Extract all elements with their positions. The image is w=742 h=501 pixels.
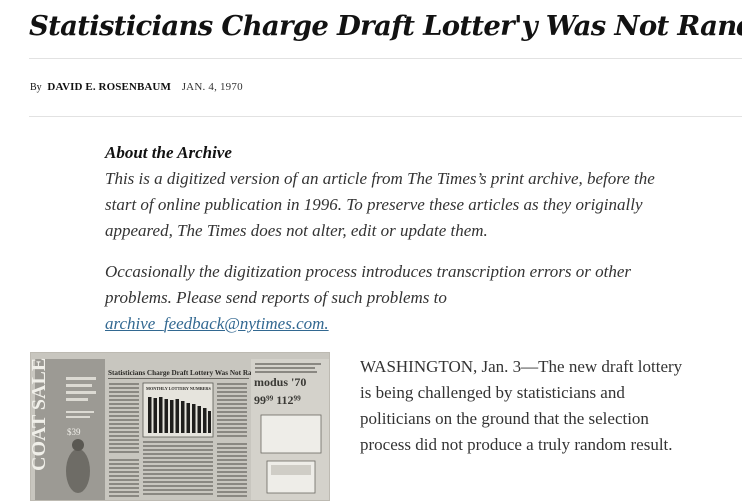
- byline-prefix: By: [30, 82, 42, 93]
- archive-feedback-email-link[interactable]: archive_feedback@nytimes.com.: [105, 314, 329, 333]
- byline-divider: [29, 116, 742, 117]
- byline-date: Jan. 4, 1970: [181, 81, 243, 93]
- archive-notice-title: About the Archive: [105, 143, 232, 162]
- scan-ad-right-brand: modus '70: [254, 375, 306, 389]
- header-divider: [29, 58, 742, 59]
- archive-notice-paragraph-1: This is a digitized version of an articl…: [105, 169, 655, 240]
- scan-ad-left-title: COAT SALE: [31, 358, 50, 471]
- scan-chart-bars: [148, 397, 211, 433]
- print-archive-scan-image[interactable]: COAT SALE $39 Statisticians Charge Draft…: [30, 352, 330, 501]
- archive-notice: About the Archive This is a digitized ve…: [105, 140, 705, 337]
- byline: By David E. Rosenbaum Jan. 4, 1970: [30, 81, 243, 93]
- byline-author[interactable]: David E. Rosenbaum: [47, 81, 171, 93]
- article-body-lead: WASHINGTON, Jan. 3—The new draft lottery…: [360, 357, 683, 454]
- scan-image-graphic: COAT SALE $39 Statisticians Charge Draft…: [31, 353, 329, 500]
- scan-headline: Statisticians Charge Draft Lottery Was N…: [108, 369, 269, 377]
- scan-ad-right-prices: 99⁹⁹ 112⁹⁹: [254, 393, 301, 407]
- scan-ad-left-price: $39: [67, 427, 81, 437]
- archive-notice-paragraph-2: Occasionally the digitization process in…: [105, 259, 665, 337]
- article-headline: Statisticians Charge Draft Lotter'y Was …: [29, 10, 742, 42]
- scan-chart-title: MONTHLY LOTTERY NUMBERS: [146, 386, 211, 391]
- archive-notice-paragraph-2-text: Occasionally the digitization process in…: [105, 262, 632, 307]
